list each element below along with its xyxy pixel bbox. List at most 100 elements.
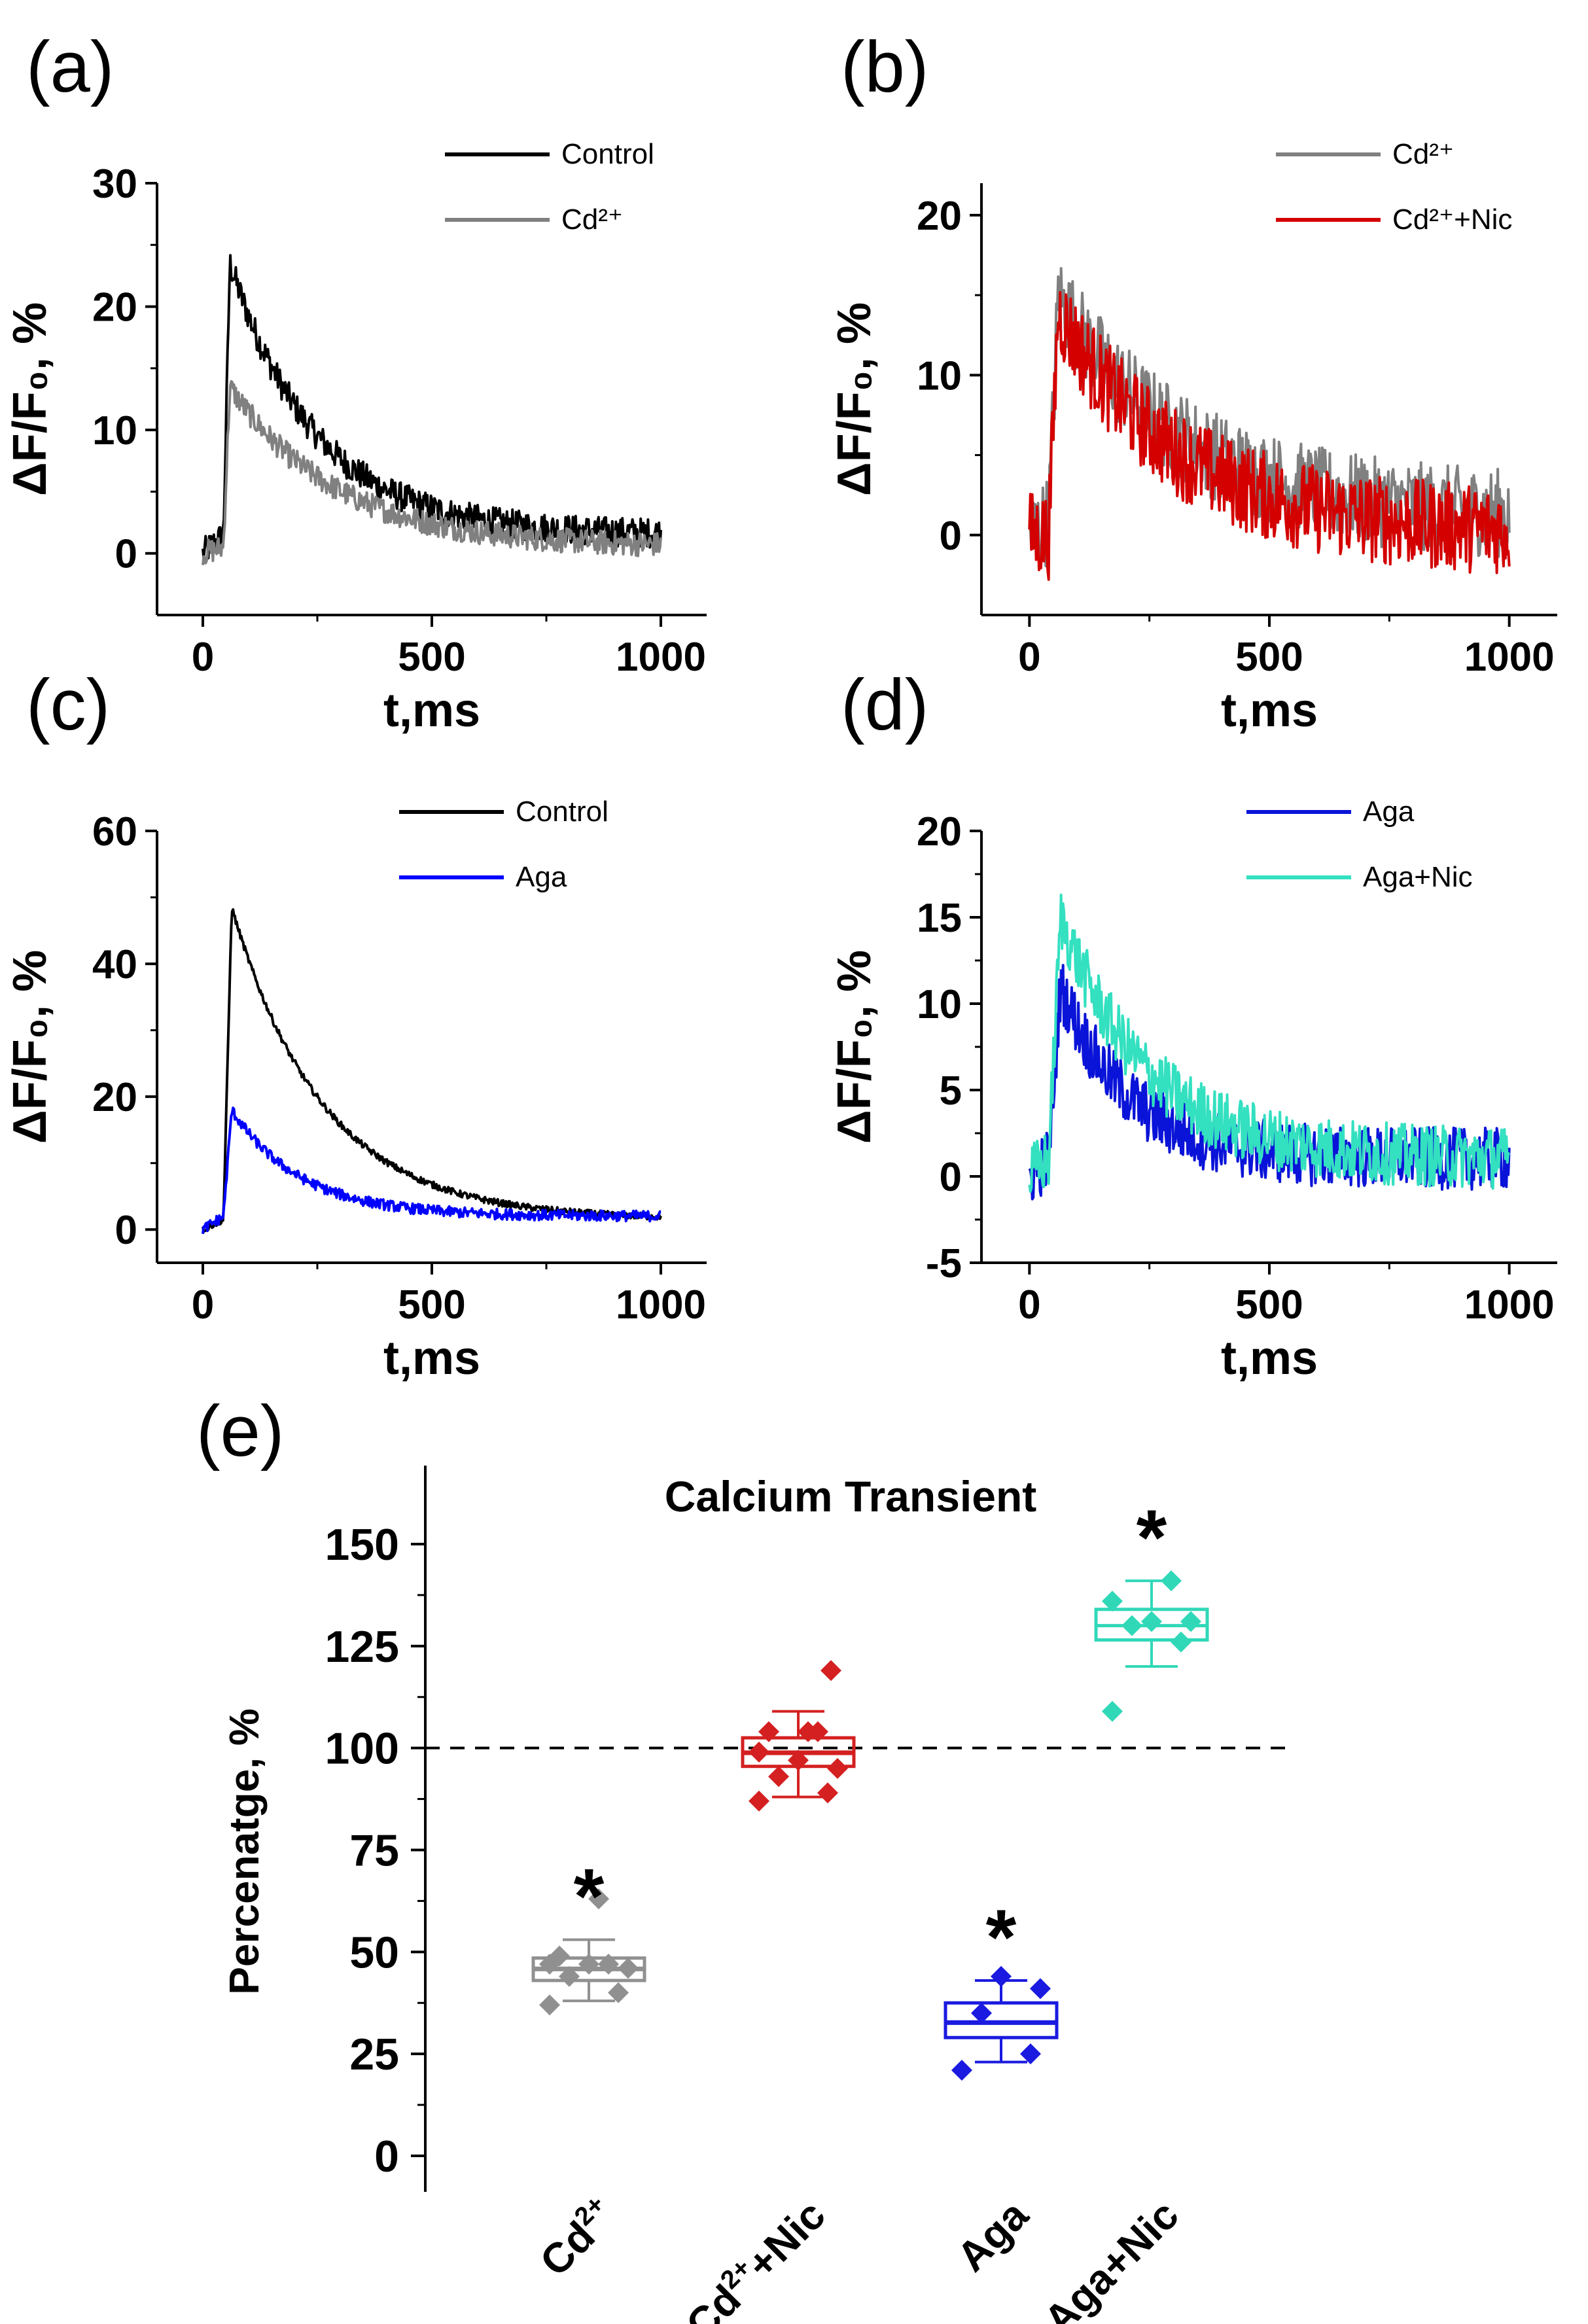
data-point <box>618 1958 639 1979</box>
y-tick-label-e: 25 <box>349 2030 399 2079</box>
y-axis-title-d: ΔF/F₀, % <box>828 950 881 1144</box>
x-tick-label-b: 0 <box>1018 635 1040 680</box>
box-group-4: * Aga+Nic <box>1035 1494 1209 2324</box>
data-point <box>559 1965 580 1987</box>
data-point <box>1102 1700 1123 1722</box>
data-point <box>749 1741 769 1763</box>
legend-label-d: Aga <box>1363 796 1415 828</box>
y-tick-label-c: 0 <box>115 1208 137 1253</box>
data-point <box>827 1757 848 1779</box>
y-tick-label-b: 10 <box>917 353 962 398</box>
legend-label-d: Aga+Nic <box>1363 861 1473 893</box>
data-point <box>578 1954 599 1975</box>
y-tick-label-d: 10 <box>917 982 962 1027</box>
legend-label-b: Cd²⁺ <box>1392 138 1454 170</box>
x-tick-label-c: 500 <box>398 1282 465 1328</box>
data-point <box>788 1750 809 1771</box>
legend-label-a: Cd²⁺ <box>561 203 623 236</box>
legend-label-c: Aga <box>516 861 567 893</box>
significance-star: * <box>986 1893 1017 1981</box>
data-point <box>1020 2043 1041 2065</box>
y-axis-title-c: ΔF/F₀, % <box>4 950 56 1144</box>
category-label: Cd2++Nic <box>675 2190 834 2324</box>
data-point <box>768 1766 789 1787</box>
data-point <box>1171 1631 1191 1653</box>
data-point <box>1161 1570 1182 1592</box>
x-tick-label-b: 1000 <box>1464 635 1555 680</box>
x-axis-title-a: t,ms <box>383 684 480 737</box>
panel-a: (a) 0 500 1000 0 10 20 30 t,ms ΔF/F₀, % Control Cd²… <box>4 27 707 737</box>
y-tick-label-d: 20 <box>917 809 962 854</box>
y-tick-label-e: 125 <box>325 1622 399 1672</box>
data-point <box>971 2002 992 2024</box>
panel-label-e: (e) <box>196 1391 284 1471</box>
y-tick-label-a: 20 <box>92 285 137 330</box>
legend-label-a: Control <box>561 138 654 170</box>
data-point <box>951 2060 972 2081</box>
box-iqr <box>944 2001 1059 2039</box>
data-point <box>549 1945 570 1967</box>
x-axis-title-c: t,ms <box>383 1332 480 1384</box>
box-group-1: * Cd2+ <box>529 1853 646 2285</box>
trace-b-2 <box>1028 290 1511 581</box>
y-tick-label-d: -5 <box>926 1241 962 1286</box>
panel-c: (c) 0 500 1000 0 20 40 60 t,ms ΔF/F₀, % Control Aga <box>4 665 707 1384</box>
data-point <box>758 1721 779 1742</box>
panel-label-d: (d) <box>841 665 928 745</box>
chart-title-e: Calcium Transient <box>665 1472 1037 1521</box>
panel-e: (e) Calcium Transient 0 25 50 75 100 125 150 Perc… <box>196 1391 1289 2324</box>
y-tick-label-d: 15 <box>917 896 962 941</box>
x-tick-label-c: 1000 <box>616 1282 706 1328</box>
legend-label-b: Cd²⁺+Nic <box>1392 203 1512 236</box>
x-tick-label-c: 0 <box>192 1282 214 1328</box>
x-tick-label-d: 1000 <box>1464 1282 1555 1328</box>
x-tick-label-a: 1000 <box>616 635 706 680</box>
trace-d-2 <box>1028 893 1511 1193</box>
data-point <box>1030 1978 1051 1999</box>
y-tick-label-d: 5 <box>940 1068 962 1114</box>
x-tick-label-b: 500 <box>1235 635 1303 680</box>
x-tick-label-d: 500 <box>1235 1282 1303 1328</box>
x-tick-label-a: 500 <box>398 635 465 680</box>
category-label-main: Aga+Nic <box>1035 2191 1188 2324</box>
panel-label-b: (b) <box>841 27 928 107</box>
y-tick-label-e: 150 <box>325 1520 399 1570</box>
data-point <box>1102 1591 1123 1612</box>
panel-d: (d) 0 500 1000 -5 0 5 10 15 20 t,ms ΔF/F₀, % Aga Aga+… <box>828 665 1557 1384</box>
y-axis-title-a: ΔF/F₀, % <box>4 302 56 496</box>
y-tick-label-c: 40 <box>92 942 137 987</box>
y-tick-label-d: 0 <box>940 1155 962 1200</box>
y-tick-label-b: 0 <box>940 514 962 559</box>
y-tick-label-e: 75 <box>349 1826 399 1876</box>
y-tick-label-c: 20 <box>92 1075 137 1120</box>
box-group-2: Cd2++Nic <box>675 1660 856 2324</box>
category-label: Cd2+ <box>529 2190 625 2285</box>
panel-b: (b) 0 500 1000 0 10 20 t,ms ΔF/F₀, % Cd²⁺ Cd²⁺+Nic <box>828 27 1557 737</box>
y-tick-label-e: 100 <box>325 1724 399 1774</box>
y-tick-label-c: 60 <box>92 809 137 854</box>
data-point <box>817 1782 838 1804</box>
trace-a-2 <box>202 379 662 565</box>
y-tick-label-e: 50 <box>349 1928 399 1977</box>
data-point <box>1180 1611 1201 1632</box>
box-group-3: * Aga <box>944 1893 1059 2281</box>
y-tick-label-b: 20 <box>917 194 962 239</box>
x-axis-title-d: t,ms <box>1221 1332 1318 1384</box>
data-point <box>798 1721 819 1742</box>
data-point <box>1121 1615 1142 1636</box>
data-point <box>820 1660 841 1681</box>
y-axis-title-e: Percenatge, % <box>221 1708 268 1995</box>
y-tick-label-a: 30 <box>92 162 137 207</box>
data-point <box>539 1994 560 2016</box>
y-tick-label-a: 10 <box>92 408 137 453</box>
y-tick-label-a: 0 <box>115 532 137 577</box>
trace-a-1 <box>202 254 662 560</box>
category-label-main: Aga <box>947 2191 1037 2281</box>
data-point <box>1141 1611 1162 1632</box>
data-point <box>598 1954 619 1975</box>
y-tick-label-e: 0 <box>374 2132 399 2181</box>
category-label: Aga+Nic <box>1035 2191 1188 2324</box>
significance-star: * <box>1137 1494 1167 1581</box>
panel-label-c: (c) <box>26 665 110 745</box>
